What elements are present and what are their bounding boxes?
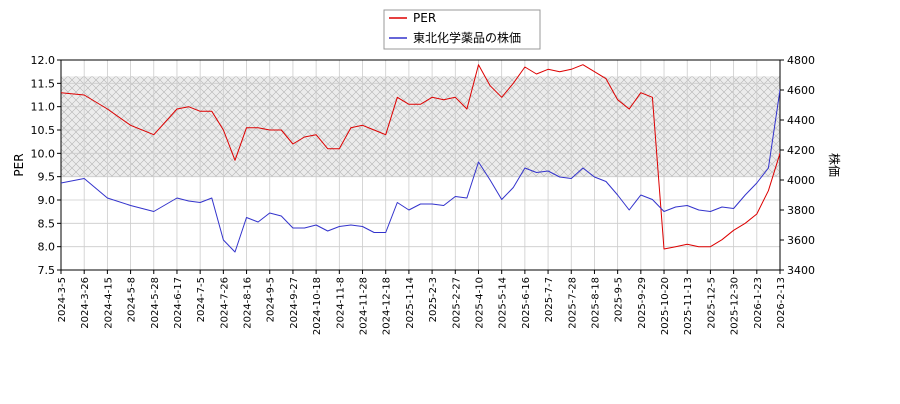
x-tick-label: 2025-4-10 bbox=[474, 277, 485, 329]
x-tick-label: 2024-11-28 bbox=[359, 277, 370, 335]
x-tick-label: 2025-9-5 bbox=[614, 277, 625, 322]
y-right-label: 株価 bbox=[827, 153, 842, 177]
x-axis: 2024-3-5 2024-3-26 2024-4-15 2024-5-8 2024-5… bbox=[57, 270, 787, 335]
y-right-tick-label: 3400 bbox=[787, 264, 815, 277]
x-tick-label: 2024-4-15 bbox=[103, 277, 114, 329]
x-tick-label: 2024-3-5 bbox=[57, 277, 68, 322]
y-right-tick-label: 4400 bbox=[787, 114, 815, 127]
y-right-tick-label: 3600 bbox=[787, 234, 815, 247]
y-left-tick-label: 8.5 bbox=[38, 217, 56, 230]
x-tick-label: 2024-5-8 bbox=[127, 277, 138, 322]
x-tick-label: 2024-12-18 bbox=[382, 277, 393, 335]
legend-label-stock-price: 東北化学薬品の株価 bbox=[413, 30, 521, 45]
x-tick-label: 2025-2-3 bbox=[428, 277, 439, 322]
x-tick-label: 2024-10-18 bbox=[312, 277, 323, 335]
x-tick-label: 2024-7-26 bbox=[219, 277, 230, 329]
x-tick-label: 2024-7-5 bbox=[196, 277, 207, 322]
x-tick-label: 2025-1-14 bbox=[405, 277, 416, 329]
plot-frame bbox=[60, 59, 781, 271]
y-left-tick-label: 10.5 bbox=[31, 124, 56, 137]
y-left-tick-label: 12.0 bbox=[31, 54, 56, 67]
x-tick-label: 2025-12-5 bbox=[706, 277, 717, 329]
shaded-band-hatch bbox=[61, 76, 780, 177]
x-tick-label: 2025-7-7 bbox=[544, 277, 555, 322]
x-tick-label: 2024-11-8 bbox=[335, 277, 346, 329]
x-tick-label: 2024-5-28 bbox=[150, 277, 161, 329]
x-tick-label: 2024-9-5 bbox=[266, 277, 277, 322]
y-left-tick-label: 11.0 bbox=[31, 101, 56, 114]
x-tick-label: 2024-9-27 bbox=[289, 277, 300, 329]
legend-label-per: PER bbox=[413, 11, 436, 25]
legend-box bbox=[383, 9, 541, 50]
shaded-band-layer bbox=[61, 76, 780, 177]
left-axis: 7.5 8.0 8.5 9.0 9.5 10.0 10.5 11.0 11.5 12.0 bbox=[31, 54, 61, 277]
y-left-tick-label: 7.5 bbox=[38, 264, 56, 277]
x-tick-label: 2025-5-14 bbox=[498, 277, 509, 329]
y-left-tick-label: 9.0 bbox=[38, 194, 56, 207]
x-tick-label: 2025-11-13 bbox=[683, 277, 694, 335]
x-tick-label: 2025-2-27 bbox=[451, 277, 462, 329]
y-left-tick-label: 10.0 bbox=[31, 147, 56, 160]
series-line-stock-price bbox=[61, 88, 780, 253]
x-tick-label: 2024-8-16 bbox=[243, 277, 254, 329]
y-left-tick-label: 9.5 bbox=[38, 171, 56, 184]
x-tick-label: 2025-9-29 bbox=[637, 277, 648, 329]
x-tick-label: 2024-6-17 bbox=[173, 277, 184, 329]
y-right-tick-label: 4600 bbox=[787, 84, 815, 97]
y-left-label: PER bbox=[12, 153, 26, 176]
y-left-tick-label: 11.5 bbox=[31, 77, 56, 90]
right-axis: 3400 3600 3800 4000 4200 4400 4600 4800 bbox=[780, 54, 815, 277]
x-tick-label: 2026-2-13 bbox=[776, 277, 787, 329]
x-tick-label: 2025-8-18 bbox=[590, 277, 601, 329]
legend: PER 東北化学薬品の株価 bbox=[383, 9, 541, 50]
x-tick-label: 2024-3-26 bbox=[80, 277, 91, 329]
series-layer bbox=[61, 64, 780, 253]
y-right-tick-label: 3800 bbox=[787, 204, 815, 217]
y-left-tick-label: 8.0 bbox=[38, 241, 56, 254]
y-right-tick-label: 4200 bbox=[787, 144, 815, 157]
x-tick-label: 2026-1-23 bbox=[753, 277, 764, 329]
y-right-tick-label: 4800 bbox=[787, 54, 815, 67]
x-tick-label: 2025-6-16 bbox=[521, 277, 532, 329]
y-right-tick-label: 4000 bbox=[787, 174, 815, 187]
x-tick-label: 2025-12-30 bbox=[730, 277, 741, 335]
x-tick-label: 2025-7-28 bbox=[567, 277, 578, 329]
series-line-per bbox=[61, 64, 780, 250]
x-tick-label: 2025-10-20 bbox=[660, 277, 671, 335]
